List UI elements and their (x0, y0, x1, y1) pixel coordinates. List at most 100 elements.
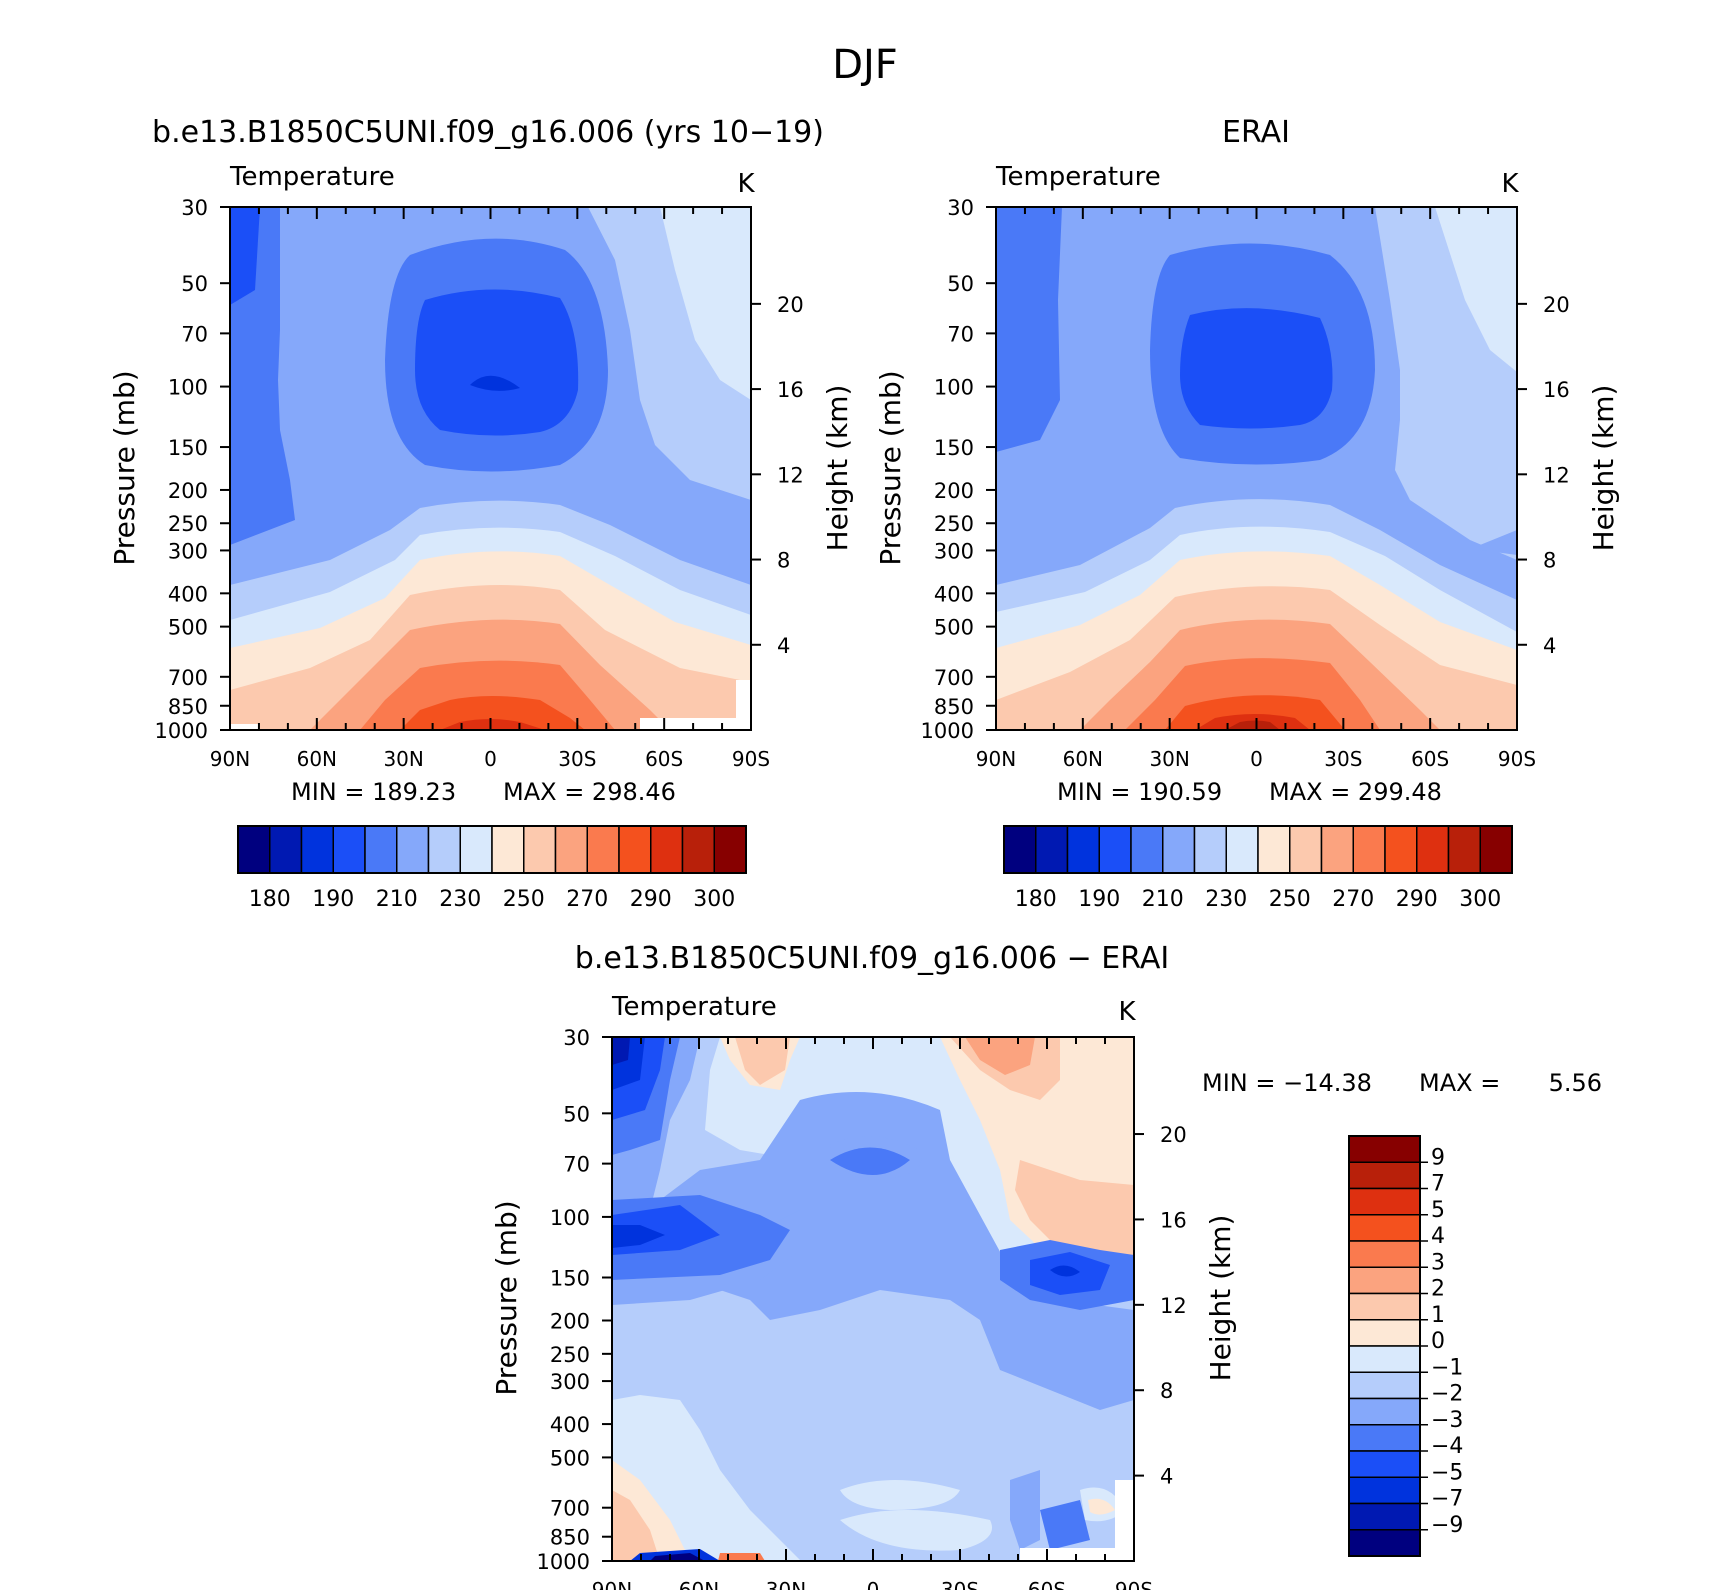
colorbar-swatch (1348, 1292, 1421, 1321)
height-tick-label: 16 (1543, 378, 1570, 402)
colorbar-swatch (523, 825, 557, 874)
y-tick-label: 500 (550, 1446, 590, 1470)
contour-fill-m3 (830, 1147, 910, 1175)
x-tick-label: 90S (1498, 747, 1536, 771)
colorbar-swatch (1035, 825, 1069, 874)
y-tick-label: 1000 (537, 1550, 590, 1574)
y-tick-label: 250 (934, 512, 974, 536)
colorbar-swatch (1257, 825, 1291, 874)
colorbar-swatch (364, 825, 398, 874)
contour-fill-p3-surface (718, 1553, 765, 1561)
x-tick-label: 60N (1063, 747, 1103, 771)
contour-fill-200 (230, 207, 260, 305)
colorbar-swatch (618, 825, 652, 874)
contour-fill-m3-lower (1040, 1500, 1090, 1550)
y-tick-label: 500 (934, 616, 974, 640)
x-tick-label: 60S (1028, 1578, 1066, 1590)
y-tick-label: 100 (550, 1206, 590, 1230)
panel-erai-min-label: MIN = 190.59 (1057, 778, 1222, 806)
missing-data (230, 724, 260, 730)
colorbar-swatch (1348, 1214, 1421, 1242)
colorbar-label: −2 (1431, 1382, 1463, 1407)
panel-model-ylabel: Pressure (mb) (108, 370, 141, 565)
colorbar-label: 180 (1015, 887, 1057, 912)
x-tick-label: 30N (766, 1578, 806, 1590)
height-tick-label: 16 (777, 378, 804, 402)
height-tick-label: 12 (777, 463, 804, 487)
contour-fill-m0-isle2 (840, 1510, 992, 1551)
height-tick-label: 20 (1160, 1123, 1187, 1147)
colorbar-label: 290 (630, 887, 672, 912)
panel-diff-ylabel: Pressure (mb) (490, 1200, 523, 1395)
panel-model-min-label: MIN = 189.23 (291, 778, 456, 806)
y-tick-label: 100 (168, 376, 208, 400)
height-tick-label: 12 (1160, 1294, 1187, 1318)
contour-fill-p1-lower (612, 1490, 660, 1561)
x-tick-label: 0 (484, 747, 497, 771)
colorbar-swatch (1225, 825, 1259, 874)
panel-diff-axes: 305070100150200250300400500700850100090N… (537, 1026, 1187, 1590)
panel-erai-max-label: MAX = 299.48 (1269, 778, 1442, 806)
x-tick-label: 30S (1324, 747, 1362, 771)
colorbar-erai: 180 190 210 230 250 270 290 300 (1003, 825, 1513, 912)
colorbar-swatch (491, 825, 525, 874)
panel-diff-units: K (1118, 997, 1136, 1027)
colorbar-label: 250 (503, 887, 545, 912)
colorbar-label: 190 (312, 887, 354, 912)
y-tick-label: 300 (550, 1370, 590, 1394)
x-tick-label: 30N (383, 747, 423, 771)
colorbar-label: −4 (1431, 1434, 1463, 1459)
colorbar-label: 2 (1431, 1277, 1445, 1302)
contour-fill-p0-lower-s (1088, 1498, 1115, 1515)
colorbar-swatch (650, 825, 684, 874)
y-tick-label: 70 (181, 322, 208, 346)
colorbar-label: −7 (1431, 1487, 1463, 1512)
x-tick-label: 90N (210, 747, 250, 771)
panel-diff-variable: Temperature (611, 992, 777, 1022)
contour-fill-p1 (735, 1037, 790, 1085)
colorbar-swatch (1348, 1161, 1421, 1190)
panel-erai-contours (996, 207, 1517, 730)
colorbar-swatch (1447, 825, 1481, 874)
y-tick-label: 50 (947, 272, 974, 296)
y-tick-label: 150 (934, 436, 974, 460)
panel-diff-contours (612, 1037, 1134, 1561)
y-tick-label: 500 (168, 616, 208, 640)
colorbar-label: 180 (249, 887, 291, 912)
x-tick-label: 30S (941, 1578, 979, 1590)
y-tick-label: 100 (934, 376, 974, 400)
contour-fill-m9-surface (650, 1553, 705, 1561)
missing-data (640, 718, 751, 730)
x-tick-label: 60S (1411, 747, 1449, 771)
colorbar-swatch (1348, 1371, 1421, 1400)
panel-diff-max-value: 5.56 (1549, 1069, 1602, 1097)
panel-erai-title: ERAI (1222, 115, 1290, 150)
colorbar-label: 3 (1431, 1250, 1445, 1275)
colorbar-swatch (1193, 825, 1227, 874)
colorbar-swatch (1320, 825, 1354, 874)
y-tick-label: 200 (168, 479, 208, 503)
x-tick-label: 90N (592, 1578, 632, 1590)
y-tick-label: 850 (168, 695, 208, 719)
colorbar-label: 230 (439, 887, 481, 912)
contour-fill-240 (660, 207, 751, 400)
height-tick-label: 4 (1543, 634, 1556, 658)
colorbar-swatch (1130, 825, 1164, 874)
x-tick-label: 60N (297, 747, 337, 771)
colorbar-label: 270 (1332, 887, 1374, 912)
colorbar-swatch (1162, 825, 1196, 874)
contour-fill-p1-south2 (1015, 1160, 1134, 1275)
colorbar-swatch (1352, 825, 1386, 874)
colorbar-swatch (1003, 825, 1037, 874)
y-tick-label: 70 (563, 1153, 590, 1177)
height-tick-label: 4 (1160, 1465, 1173, 1489)
colorbar-swatch (459, 825, 493, 874)
contour-fill-m5-south (1050, 1265, 1080, 1277)
height-tick-label: 20 (777, 293, 804, 317)
colorbar-label: 300 (693, 887, 735, 912)
panel-model-axes: 305070100150200250300400500700850100090N… (155, 196, 804, 771)
contour-fill-200-tropics (415, 289, 579, 436)
panel-model: b.e13.B1850C5UNI.f09_g16.006 (yrs 10−19)… (108, 115, 854, 806)
colorbar-swatch (427, 825, 461, 874)
